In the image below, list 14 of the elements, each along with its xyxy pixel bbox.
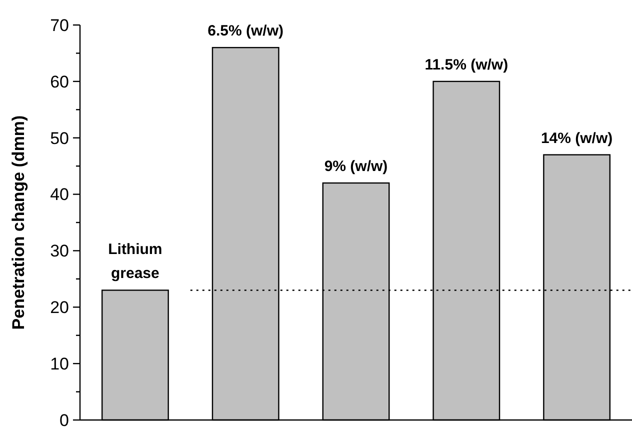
y-axis-title: Penetration change (dmm)	[9, 115, 28, 330]
y-tick-label: 20	[50, 298, 69, 318]
x-tick-label: 6.5% (w/w)	[208, 22, 284, 40]
x-tick-label: 14% (w/w)	[540, 130, 613, 147]
y-tick-label: 60	[50, 72, 69, 92]
y-tick-label: 40	[50, 185, 69, 204]
x-tick-label: Lithium grease	[108, 241, 162, 282]
y-tick-label: 0	[60, 410, 69, 430]
y-tick-label: 30	[50, 242, 69, 261]
y-tick-label: 10	[50, 354, 69, 374]
y-tick-label: 50	[50, 128, 69, 148]
y-tick-label: 70	[50, 16, 69, 35]
x-tick-label: 11.5% (w/w)	[424, 56, 508, 74]
x-tick-label: 9% (w/w)	[324, 158, 388, 175]
